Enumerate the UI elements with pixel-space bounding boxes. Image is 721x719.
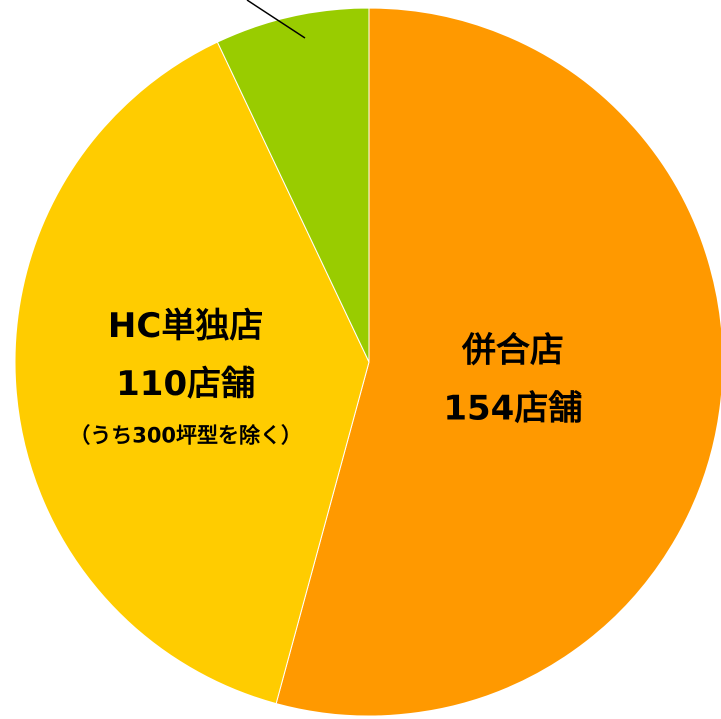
leader-line	[246, 0, 306, 39]
value-label: 154店舗	[443, 389, 582, 429]
pie-slice	[275, 7, 721, 717]
category-label: 併合店	[461, 331, 564, 371]
pie-slice	[14, 41, 370, 705]
category-label: HC単独店	[108, 306, 263, 346]
note-label: （うち300坪型を除く）	[69, 423, 302, 447]
pie-slice	[216, 7, 370, 363]
value-label: 110店舗	[116, 364, 255, 404]
